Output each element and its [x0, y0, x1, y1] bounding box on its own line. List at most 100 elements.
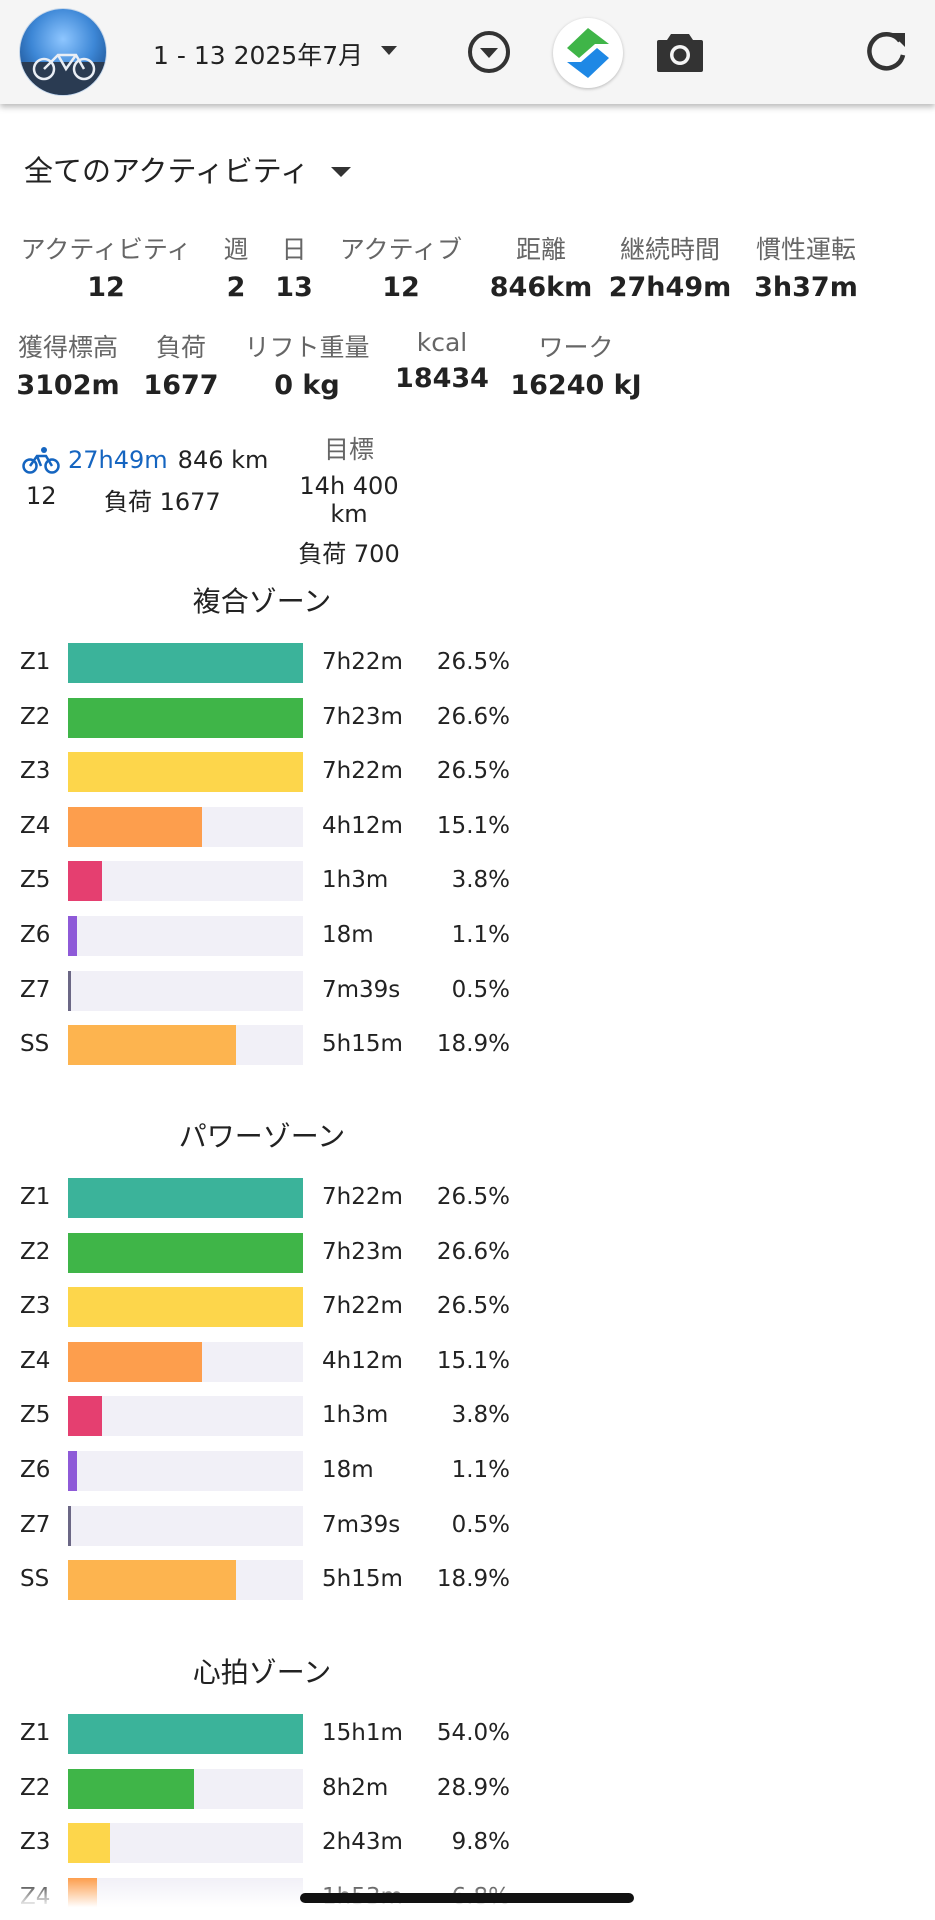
zone-percent: 0.5% [451, 1511, 510, 1538]
stat-value: 2 [226, 272, 246, 303]
zone-row[interactable]: Z3 7h22m 26.5% [0, 752, 935, 793]
stat-coasting: 慣性運転 3h37m [748, 230, 864, 303]
stat-value: 12 [382, 272, 420, 303]
stat-work: ワーク 16240 kJ [508, 328, 644, 401]
stat-value: 16240 kJ [510, 370, 642, 401]
zone-row[interactable]: Z2 8h2m 28.9% [0, 1768, 935, 1809]
bicycle-icon [22, 447, 60, 474]
activity-filter-caret-icon[interactable] [331, 167, 352, 177]
zone-percent: 15.1% [436, 1347, 510, 1374]
zone-label: Z6 [20, 922, 51, 948]
zone-row[interactable]: Z3 2h43m 9.8% [0, 1823, 935, 1864]
goal-label: 目標 [323, 435, 374, 464]
avatar[interactable] [19, 8, 107, 96]
zone-bar-fill [68, 1025, 236, 1066]
zone-percent: 3.8% [451, 867, 510, 894]
zone-row[interactable]: Z6 18m 1.1% [0, 1451, 935, 1491]
stat-value: 27h49m [608, 272, 732, 303]
zone-bar-track [68, 916, 303, 956]
stat-label: 獲得標高 [17, 333, 118, 362]
zone-label: Z4 [20, 1347, 51, 1374]
zone-row[interactable]: Z1 7h22m 26.5% [0, 1178, 935, 1218]
zone-row[interactable]: Z5 1h3m 3.8% [0, 861, 935, 902]
zone-bar-fill [68, 643, 303, 683]
zone-time: 7m39s [322, 1511, 401, 1538]
zone-time: 18m [322, 922, 374, 948]
date-range-selector[interactable]: 1 - 13 2025年7月 [153, 41, 364, 70]
zone-time: 5h15m [322, 1566, 403, 1593]
refresh-icon[interactable] [856, 22, 916, 82]
zone-percent: 15.1% [436, 812, 510, 839]
stat-label: アクティブ [339, 235, 463, 264]
ride-load: 負荷 1677 [104, 488, 221, 516]
zone-row[interactable]: Z4 4h12m 15.1% [0, 806, 935, 847]
zone-bar-track [68, 806, 303, 847]
intervals-logo-icon[interactable] [553, 18, 623, 88]
zone-label: Z3 [20, 1829, 51, 1856]
ride-count: 12 [26, 482, 57, 510]
date-dropdown-caret-icon[interactable] [381, 46, 397, 55]
zone-row[interactable]: Z2 7h23m 26.6% [0, 697, 935, 738]
zone-time: 8h2m [322, 1774, 389, 1801]
top-app-bar: 1 - 13 2025年7月 [0, 0, 935, 104]
stat-label: 距離 [515, 235, 566, 264]
zone-percent: 26.6% [436, 1238, 510, 1265]
bike-photo-icon [32, 53, 96, 81]
stat-label: ワーク [538, 333, 614, 362]
sport-summary-ride[interactable]: 27h49m 846 km 12 負荷 1677 [22, 446, 282, 517]
stat-days: 日 13 [272, 230, 316, 303]
stat-label: kcal [416, 328, 468, 357]
stat-label: アクティビティ [20, 235, 192, 264]
zone-row[interactable]: Z3 7h22m 26.5% [0, 1287, 935, 1328]
zone-percent: 18.9% [436, 1031, 510, 1058]
zone-row[interactable]: Z7 7m39s 0.5% [0, 1505, 935, 1546]
zone-row[interactable]: Z7 7m39s 0.5% [0, 970, 935, 1011]
zone-row[interactable]: Z5 1h3m 3.8% [0, 1396, 935, 1437]
zone-percent: 0.5% [451, 976, 510, 1003]
activity-filter-selector[interactable]: 全てのアクティビティ [24, 148, 352, 190]
zone-bar-track [68, 1232, 303, 1273]
zone-bar-fill [68, 1341, 202, 1382]
zone-row[interactable]: Z2 7h23m 26.6% [0, 1232, 935, 1273]
zone-bar-track [68, 1341, 303, 1382]
zone-row[interactable]: Z6 18m 1.1% [0, 916, 935, 956]
zone-bar-fill [68, 861, 102, 902]
zone-bar-fill [68, 1396, 102, 1437]
zone-bar-track [68, 697, 303, 738]
stat-value: 3102m [16, 370, 120, 401]
zone-row[interactable]: SS 5h15m 18.9% [0, 1025, 935, 1066]
stat-value: 18434 [395, 363, 489, 394]
zone-row[interactable]: Z4 4h12m 15.1% [0, 1341, 935, 1382]
zone-bar-fill [68, 1823, 110, 1864]
zone-row[interactable]: Z1 15h1m 54.0% [0, 1714, 935, 1754]
zone-bar-fill [68, 1232, 303, 1273]
zone-label: SS [20, 1031, 50, 1058]
zone-label: Z5 [20, 1402, 51, 1429]
goal-summary[interactable]: 目標 14h 400 km 負荷 700 [278, 430, 420, 569]
zone-bar-track [68, 752, 303, 793]
ride-distance: 846 km [177, 446, 269, 474]
zone-percent: 18.9% [436, 1566, 510, 1593]
zone-time: 7h22m [322, 1293, 403, 1320]
zone-section-title: 複合ゾーン [192, 585, 332, 618]
stat-value: 3h37m [754, 272, 858, 303]
zone-bar-fill [68, 1560, 236, 1601]
zone-percent: 54.0% [436, 1720, 510, 1746]
zone-time: 18m [322, 1457, 374, 1483]
zone-row[interactable]: SS 5h15m 18.9% [0, 1560, 935, 1601]
stat-value: 13 [275, 272, 313, 303]
zone-label: Z7 [20, 976, 51, 1003]
stat-label: リフト重量 [244, 333, 370, 362]
zone-label: Z2 [20, 703, 51, 730]
zone-bar-track [68, 1505, 303, 1546]
stat-duration: 継続時間 27h49m [608, 230, 732, 303]
goal-time-distance: 14h 400 km [299, 472, 399, 528]
ride-duration: 27h49m [68, 446, 168, 474]
zone-row[interactable]: Z1 7h22m 26.5% [0, 643, 935, 683]
camera-icon[interactable] [650, 22, 710, 82]
zone-time: 7h23m [322, 1238, 403, 1265]
zone-label: Z2 [20, 1238, 51, 1265]
zone-bar-track [68, 1451, 303, 1491]
home-indicator[interactable] [300, 1893, 634, 1903]
filter-dropdown-icon[interactable] [459, 22, 519, 82]
